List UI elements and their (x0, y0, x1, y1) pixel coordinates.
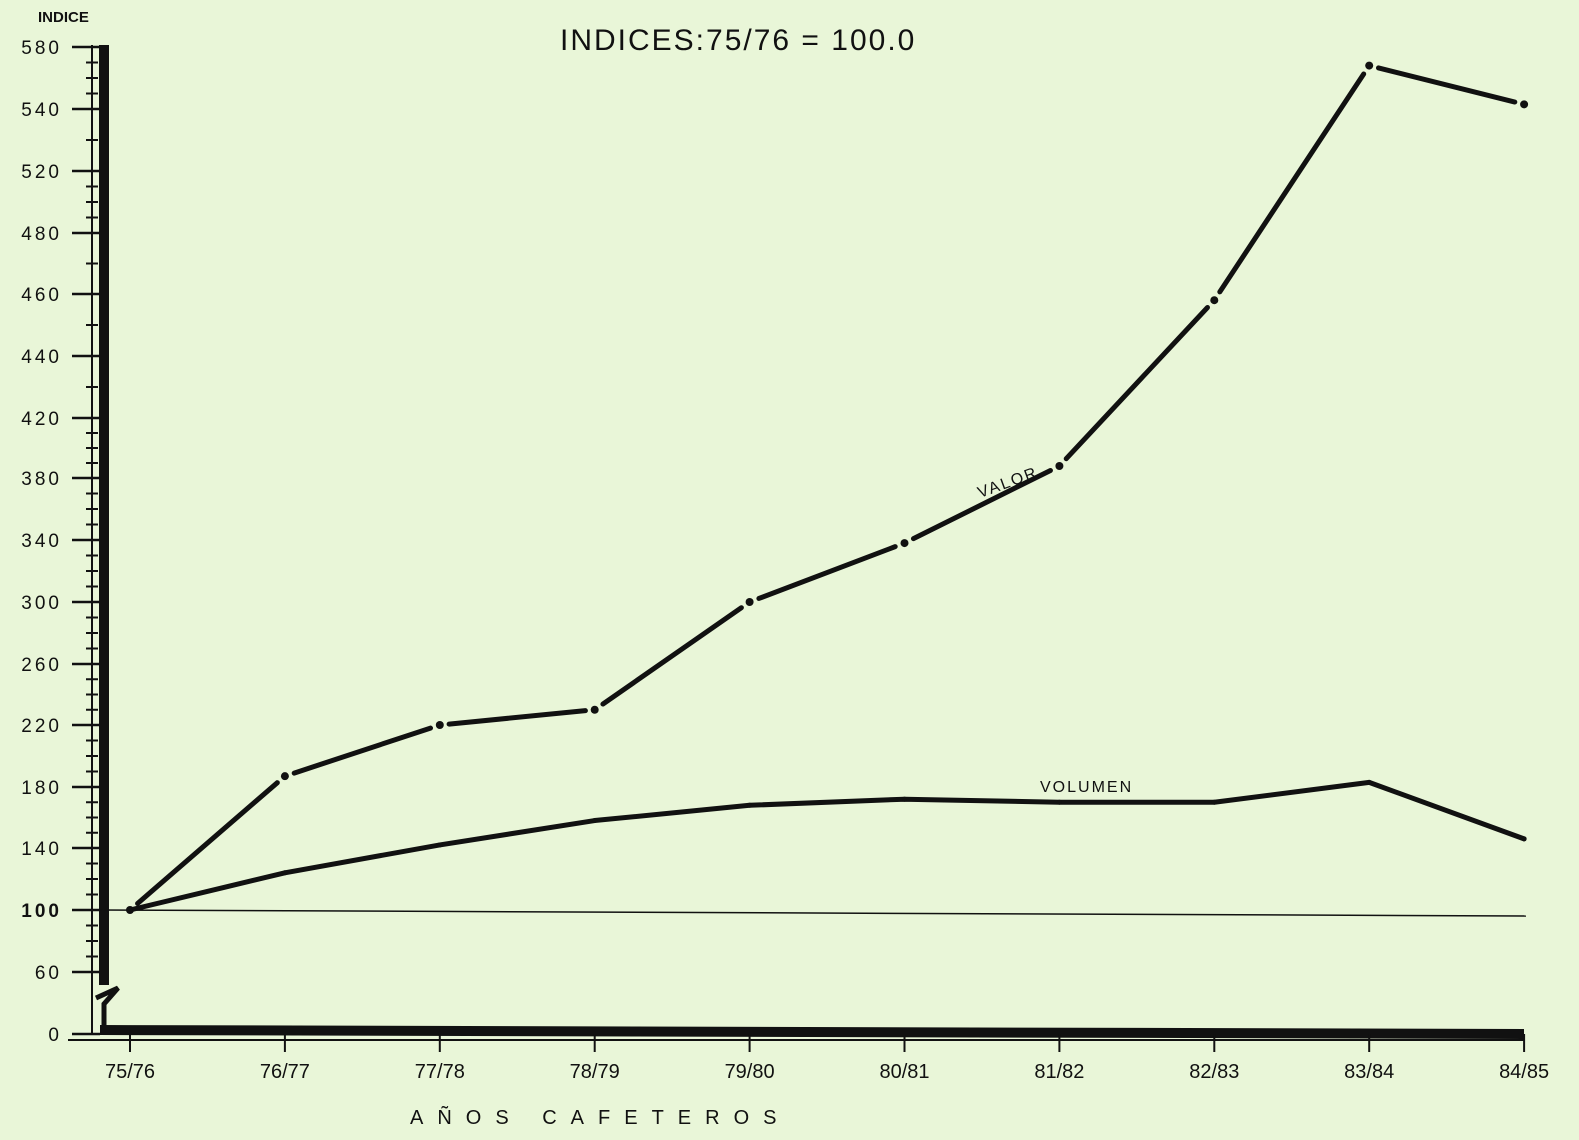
series-volumen-point (1056, 799, 1062, 805)
x-tick-label: 78/79 (570, 1061, 620, 1083)
series-volumen-point (282, 870, 288, 876)
x-tick-label: 79/80 (725, 1061, 775, 1083)
series-valor-point (745, 598, 754, 606)
series-valor-segment (756, 544, 898, 601)
series-valor-label: VALOR (976, 464, 1041, 502)
series-volumen-point (437, 842, 443, 848)
x-axis-label: AÑOS CAFETEROS (410, 1105, 790, 1129)
x-tick-label: 80/81 (879, 1061, 929, 1083)
series-valor-point (1520, 100, 1529, 109)
x-tick-label: 83/84 (1344, 1061, 1394, 1083)
y-tick-label: 60 (35, 963, 62, 984)
y-tick-label: 460 (21, 285, 62, 306)
chart-title: INDICES:75/76 = 100.0 (560, 24, 916, 57)
series-valor-segment (910, 467, 1053, 542)
y-tick-label: 0 (48, 1025, 62, 1046)
reference-line-100 (99, 909, 1527, 917)
series-valor-segment (135, 780, 280, 906)
series-valor-segment (1063, 305, 1210, 462)
y-tick-label: 440 (21, 347, 62, 368)
series-valor-point (1055, 462, 1064, 470)
series-valor-point (1365, 61, 1374, 70)
series-valor-segment (291, 725, 434, 776)
series-valor-point (590, 705, 599, 714)
series-valor-point (900, 539, 909, 548)
series-volumen-line (127, 779, 1527, 913)
series-valor-segment (1375, 65, 1518, 105)
y-tick-label: 540 (21, 100, 62, 121)
series-valor-segment (600, 605, 744, 707)
series-volumen-point (747, 802, 753, 808)
x-tick-label: 76/77 (260, 1061, 310, 1083)
series-valor-point (435, 721, 444, 729)
y-tick-label: 420 (21, 409, 62, 430)
x-tick-label: 75/76 (105, 1061, 155, 1083)
series-volumen-point (1521, 836, 1527, 842)
x-axis-line (99, 1025, 1525, 1039)
series-valor-segment (446, 708, 588, 727)
x-tick-label: 77/78 (415, 1061, 465, 1083)
y-tick-label: 180 (21, 778, 62, 799)
x-tick-label: 82/83 (1189, 1061, 1239, 1083)
x-tick-label: 81/82 (1034, 1061, 1084, 1083)
y-tick-label: 480 (21, 224, 62, 245)
y-tick-label: 380 (21, 469, 62, 490)
series-volumen-point (902, 796, 907, 802)
series-valor-point (1210, 296, 1219, 305)
y-tick-label: 260 (21, 655, 62, 676)
series-volumen-point (127, 907, 133, 913)
y-axis-label: INDICE (38, 9, 89, 26)
x-tick-label: 84/85 (1499, 1061, 1549, 1083)
series-volumen-label: VOLUMEN (1040, 779, 1133, 796)
series-volumen-point (592, 818, 598, 824)
y-axis-break (94, 985, 120, 1030)
y-tick-label: 100 (21, 901, 62, 922)
y-tick-label: 580 (21, 38, 62, 59)
y-tick-label: 520 (21, 162, 62, 183)
y-tick-label: 340 (21, 531, 62, 552)
y-tick-label: 220 (21, 716, 62, 737)
y-tick-label: 300 (21, 593, 62, 614)
series-valor-point (280, 772, 289, 781)
series-volumen-point (1366, 779, 1372, 785)
series-valor-segment (1217, 71, 1367, 295)
series-volumen-point (1211, 799, 1217, 805)
y-tick-label: 140 (21, 839, 62, 860)
